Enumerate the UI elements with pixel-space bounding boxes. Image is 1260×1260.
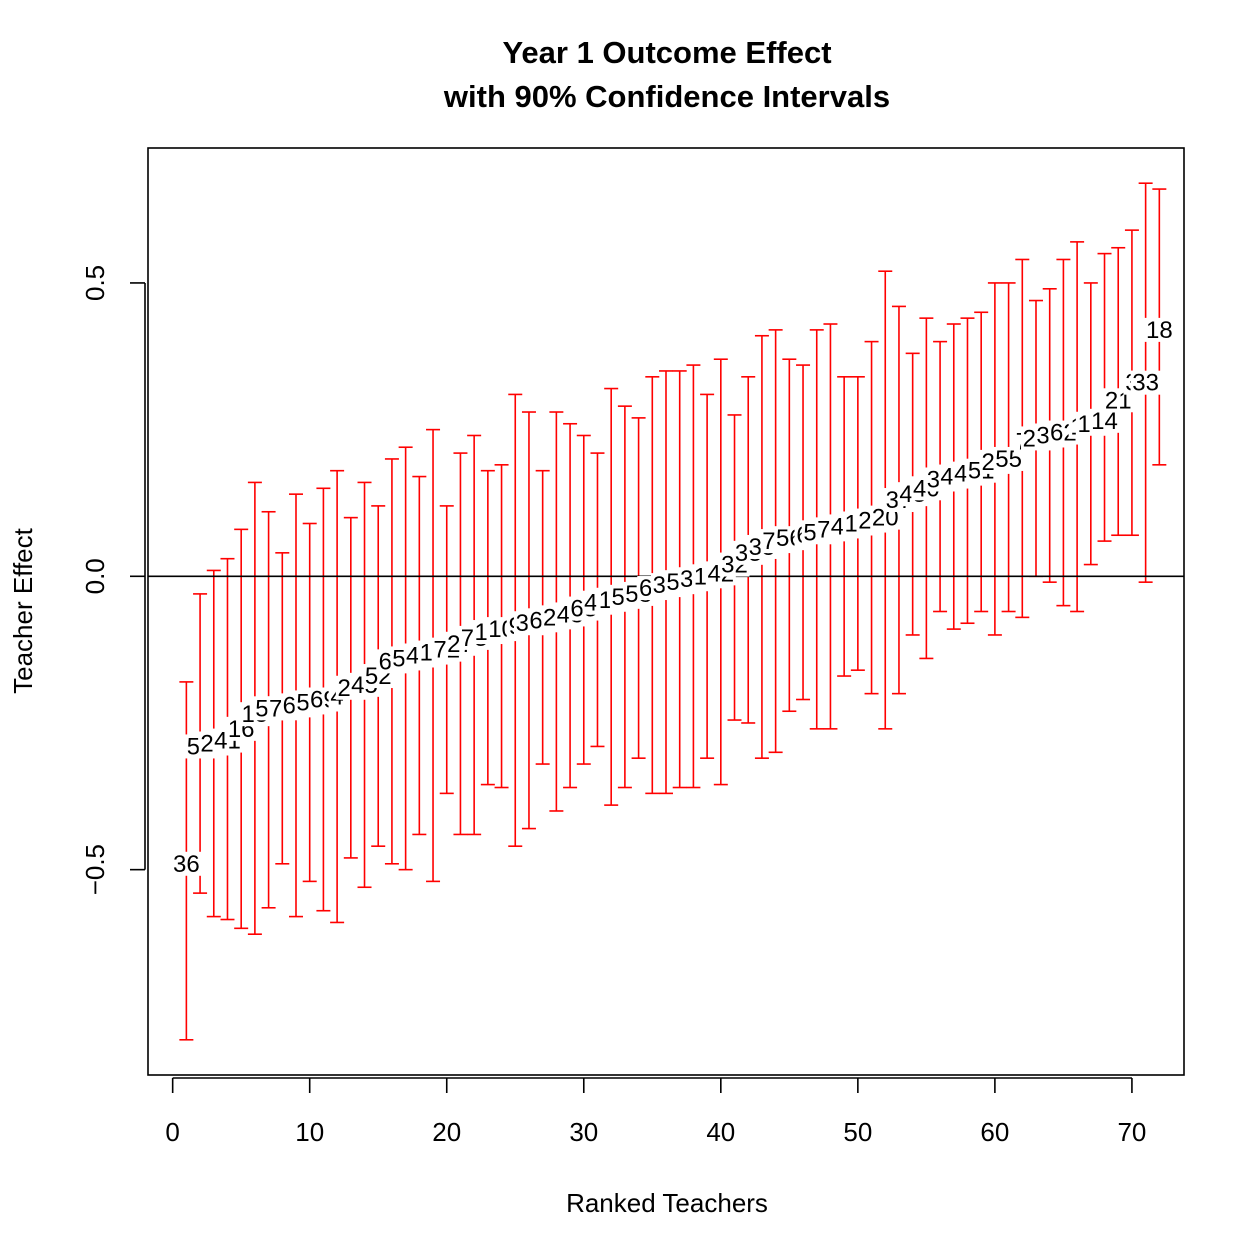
- y-axis-label: Teacher Effect: [8, 527, 38, 694]
- x-tick-label: 50: [843, 1117, 872, 1147]
- point-label: 33: [1132, 370, 1159, 397]
- x-tick-label: 0: [165, 1117, 179, 1147]
- point-label: 18: [1146, 317, 1173, 344]
- x-tick-label: 20: [432, 1117, 461, 1147]
- point-label-bg: [1144, 317, 1175, 342]
- point-label: 14: [1091, 408, 1118, 435]
- y-tick-label: −0.5: [80, 844, 110, 895]
- x-axis: 0 10 20 30 40 50 60 70: [165, 1077, 1146, 1147]
- x-tick-label: 10: [295, 1117, 324, 1147]
- x-tick-label: 70: [1117, 1117, 1146, 1147]
- point-label-bg: [171, 851, 202, 876]
- x-tick-label: 40: [706, 1117, 735, 1147]
- x-tick-label: 30: [569, 1117, 598, 1147]
- chart-subtitle: with 90% Confidence Intervals: [443, 79, 890, 114]
- plot-frame: [147, 147, 1185, 1076]
- x-axis-label: Ranked Teachers: [566, 1188, 768, 1218]
- y-tick-label: 0.0: [80, 558, 110, 594]
- error-bars: [179, 182, 1167, 1041]
- y-tick-label: 0.5: [80, 265, 110, 301]
- chart-title: Year 1 Outcome Effect: [502, 35, 831, 70]
- x-tick-label: 60: [980, 1117, 1009, 1147]
- point-label-bg: [1130, 370, 1161, 395]
- y-axis: −0.5 0.0 0.5: [80, 265, 146, 895]
- point-label-bg: [1089, 408, 1120, 433]
- point-labels: 3657244116155776605469420455265534712722…: [171, 317, 1175, 878]
- point-label: 36: [173, 851, 200, 878]
